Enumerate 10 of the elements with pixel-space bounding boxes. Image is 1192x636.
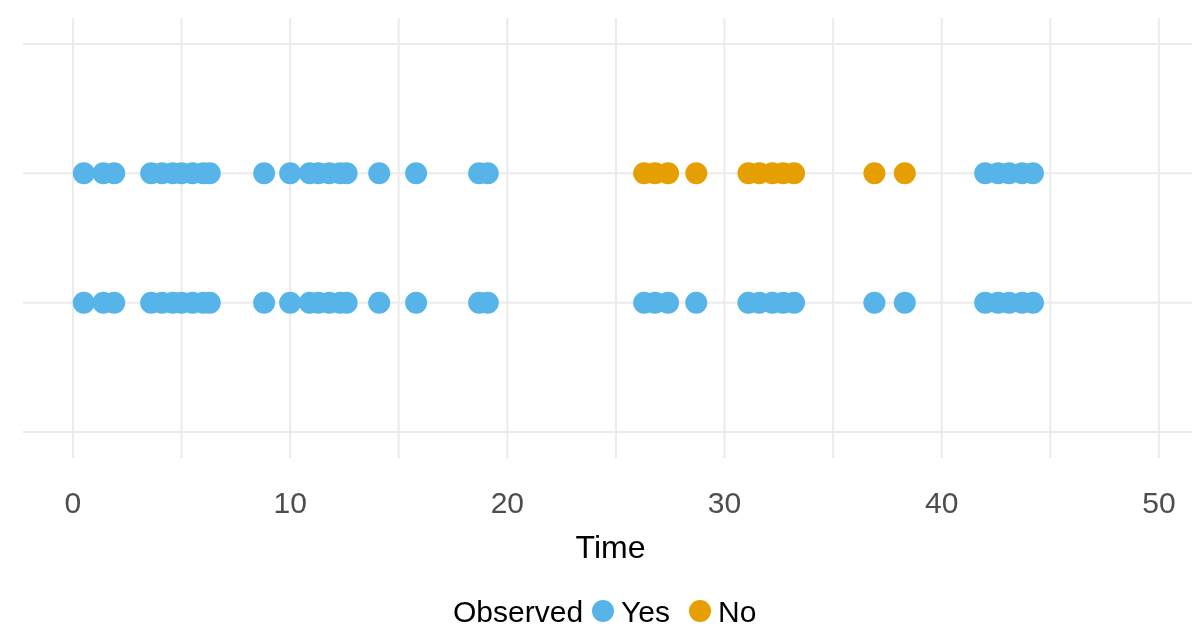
x-axis-title: Time (575, 529, 646, 565)
legend-label: No (718, 594, 757, 628)
x-tick-label: 10 (273, 486, 307, 519)
x-tick-label: 30 (707, 486, 742, 519)
x-tick-label: 50 (1142, 486, 1176, 519)
legend-title: Observed (453, 594, 584, 628)
legend-label: Yes (621, 594, 670, 628)
x-tick-label: 40 (925, 486, 959, 519)
x-tick-label: 20 (490, 486, 525, 519)
x-tick-label: 0 (64, 486, 82, 519)
